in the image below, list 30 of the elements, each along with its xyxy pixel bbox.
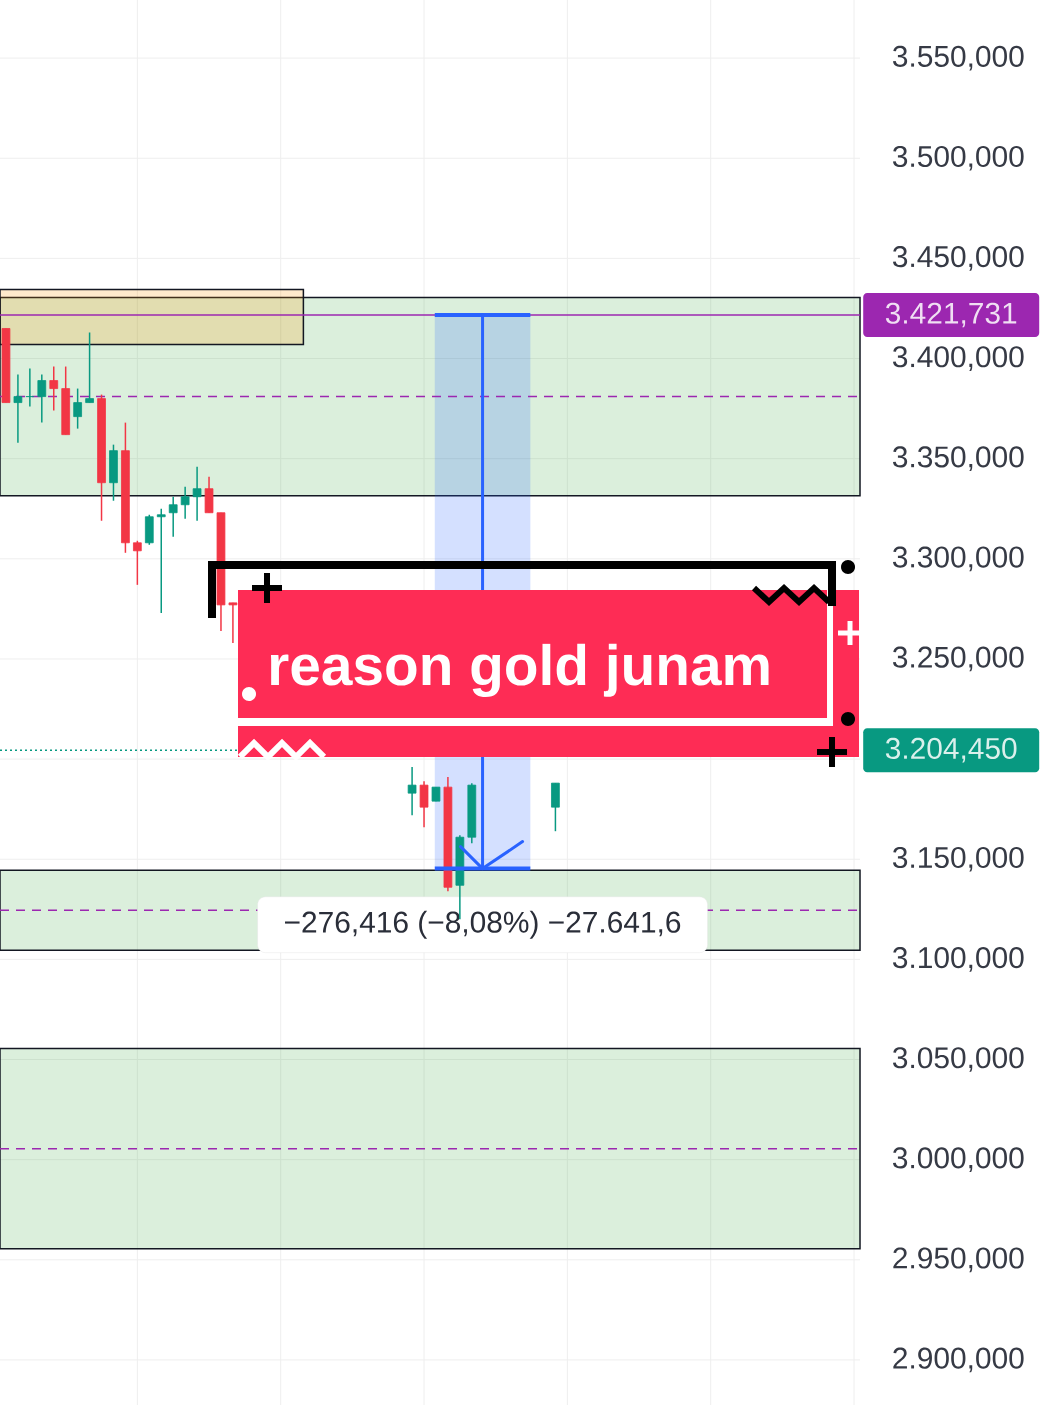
ref-line-label: 3.421,731 [885, 302, 1017, 328]
y-tick-label: 3.250,000 [892, 646, 1024, 672]
y-tick-label: 3.000,000 [892, 1147, 1024, 1173]
y-tick-label: 3.450,000 [892, 246, 1024, 271]
y-tick-label: 3.150,000 [892, 846, 1024, 872]
candlestick [156, 507, 166, 614]
annotation: reason gold junam [270, 643, 769, 698]
candlestick [180, 485, 190, 520]
candlestick [228, 602, 238, 644]
candlestick [133, 540, 142, 586]
candlestick [37, 373, 47, 424]
y-tick-label: 3.400,000 [892, 346, 1024, 371]
candlestick [73, 387, 82, 430]
candlestick [13, 373, 23, 444]
y-tick-label: 2.950,000 [893, 1247, 1024, 1273]
y-tick-label: 2.900,000 [893, 1347, 1024, 1373]
y-tick-label: 3.550,000 [892, 45, 1024, 71]
candlestick [192, 465, 202, 522]
candlestick [407, 766, 417, 816]
candlestick [49, 365, 59, 412]
y-tick-label: 3.050,000 [892, 1047, 1024, 1072]
y-tick-label: 3.300,000 [892, 546, 1024, 572]
y-tick-label: 3.100,000 [892, 947, 1024, 972]
ref-line-label: 3.204,450 [885, 737, 1017, 763]
candlestick [85, 331, 94, 404]
candlestick [168, 495, 178, 538]
y-tick-label: 3.350,000 [892, 446, 1024, 472]
band-label: −276,416 (−8,08%) −27.641,6 [285, 910, 681, 939]
candlestick [419, 780, 429, 828]
y-tick-label: 3.500,000 [892, 145, 1024, 171]
